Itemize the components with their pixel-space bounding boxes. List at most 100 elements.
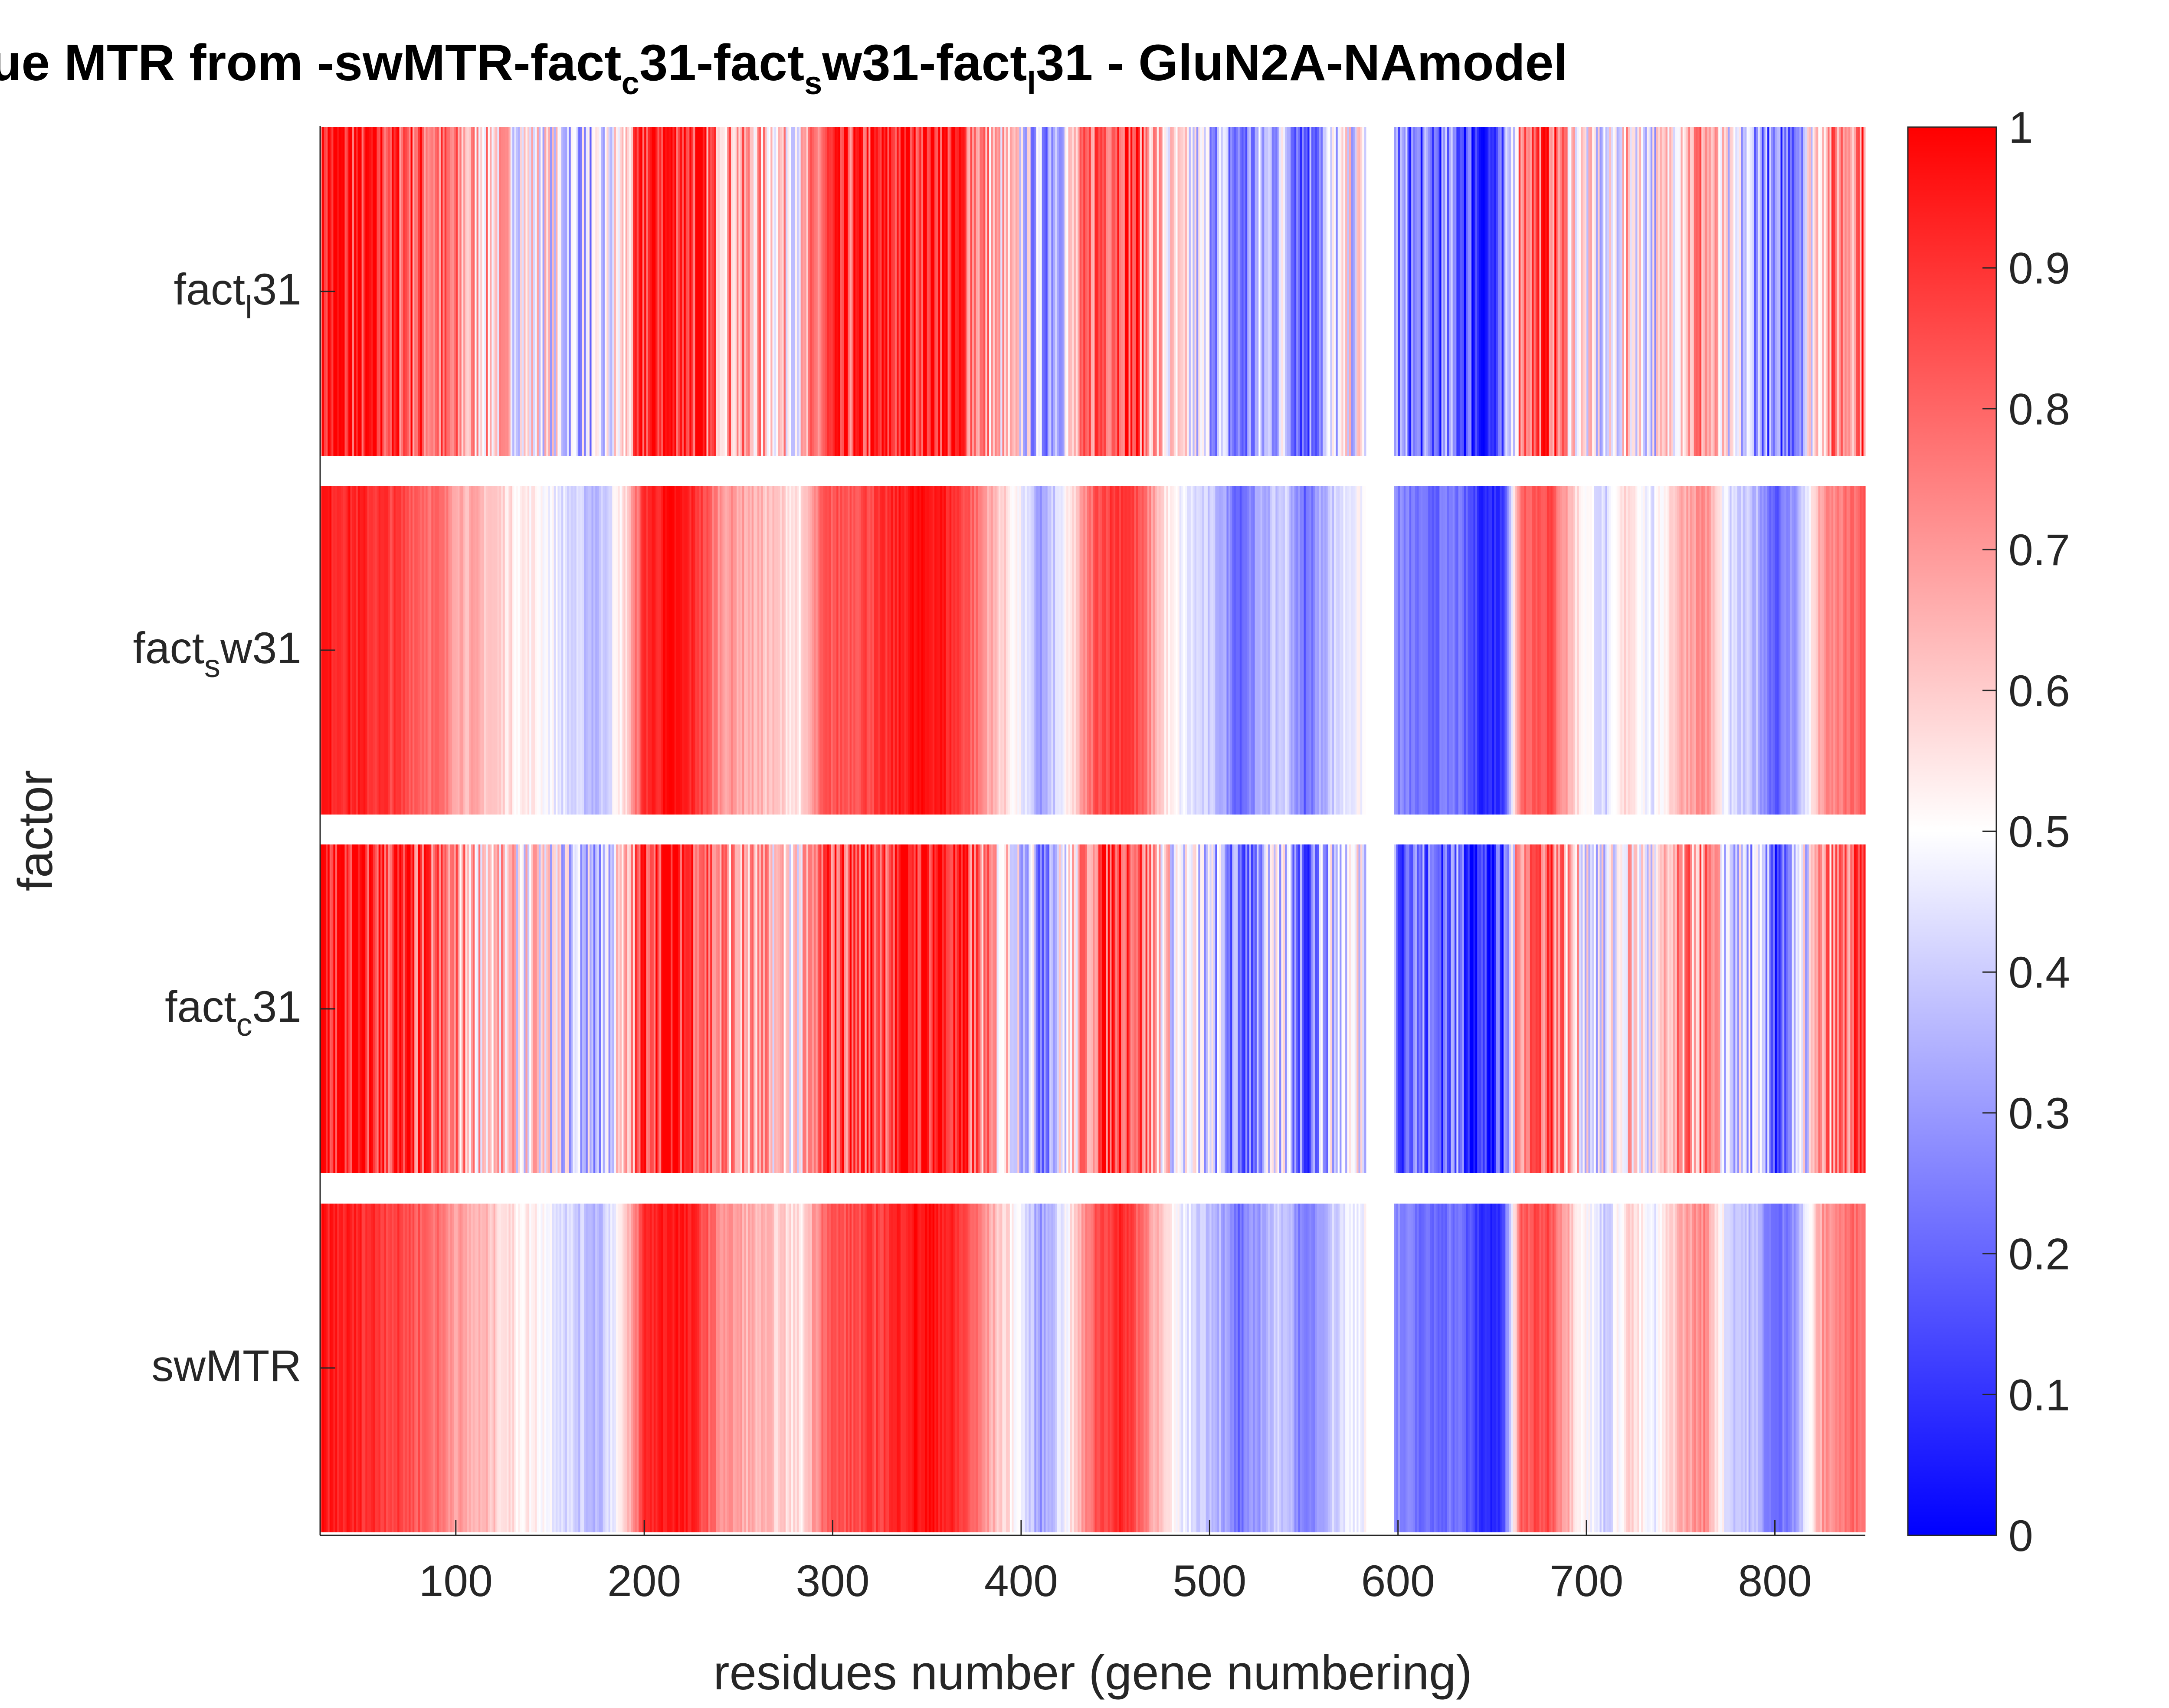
heatmap-cell xyxy=(403,1204,406,1532)
heatmap-cell xyxy=(1456,127,1459,456)
heatmap-cell xyxy=(848,1204,850,1532)
heatmap-cell xyxy=(1494,1204,1497,1532)
heatmap-cell xyxy=(635,127,637,456)
heatmap-cell xyxy=(885,1204,888,1532)
heatmap-cell xyxy=(386,486,388,815)
heatmap-cell xyxy=(538,844,541,1173)
heatmap-cell xyxy=(459,486,462,815)
heatmap-cell xyxy=(878,127,880,456)
heatmap-cell xyxy=(716,486,718,815)
heatmap-cell xyxy=(674,127,677,456)
heatmap-cell xyxy=(885,127,888,456)
heatmap-cell xyxy=(1134,1204,1137,1532)
heatmap-cell xyxy=(1017,844,1020,1173)
heatmap-cell xyxy=(1811,486,1813,815)
heatmap-cell xyxy=(795,486,797,815)
heatmap-cell xyxy=(648,127,650,456)
heatmap-cell xyxy=(708,486,711,815)
heatmap-cell xyxy=(1469,127,1472,456)
heatmap-cell xyxy=(1038,486,1040,815)
heatmap-cell xyxy=(1434,486,1436,815)
heatmap-cell xyxy=(1428,486,1431,815)
heatmap-cell xyxy=(776,844,779,1173)
heatmap-cell xyxy=(390,844,392,1173)
heatmap-cell xyxy=(431,1204,434,1532)
heatmap-cell xyxy=(521,127,524,456)
heatmap-cell xyxy=(1315,127,1317,456)
heatmap-cell xyxy=(1554,127,1557,456)
heatmap-cell xyxy=(857,1204,859,1532)
heatmap-cell xyxy=(817,844,820,1173)
heatmap-cell xyxy=(670,844,673,1173)
heatmap-cell xyxy=(759,127,762,456)
heatmap-cell xyxy=(535,1204,537,1532)
heatmap-cell xyxy=(740,486,743,815)
heatmap-cell xyxy=(900,127,903,456)
heatmap-cell xyxy=(590,1204,592,1532)
heatmap-cell xyxy=(1291,1204,1293,1532)
heatmap-cell xyxy=(812,844,814,1173)
heatmap-cell xyxy=(940,1204,943,1532)
heatmap-cell xyxy=(1006,486,1009,815)
heatmap-cell xyxy=(1533,1204,1536,1532)
heatmap-cell xyxy=(1140,127,1142,456)
heatmap-cell xyxy=(963,844,965,1173)
heatmap-cell xyxy=(520,127,522,456)
heatmap-cell xyxy=(1172,1204,1174,1532)
heatmap-cell xyxy=(525,486,528,815)
heatmap-cell xyxy=(433,844,436,1173)
y-tick-label: swMTR xyxy=(151,1341,301,1391)
heatmap-cell xyxy=(761,127,763,456)
heatmap-cell xyxy=(1447,486,1449,815)
heatmap-cell xyxy=(1400,1204,1402,1532)
heatmap-cell xyxy=(772,844,775,1173)
heatmap-cell xyxy=(499,486,501,815)
heatmap-cell xyxy=(386,844,388,1173)
heatmap-cell xyxy=(1633,1204,1636,1532)
heatmap-cell xyxy=(834,486,837,815)
heatmap-cell xyxy=(691,1204,694,1532)
heatmap-cell xyxy=(1349,127,1351,456)
heatmap-cell xyxy=(1057,844,1059,1173)
heatmap-cell xyxy=(350,127,353,456)
heatmap-cell xyxy=(1287,486,1289,815)
heatmap-cell xyxy=(1159,1204,1161,1532)
heatmap-cell xyxy=(1398,844,1400,1173)
heatmap-cell xyxy=(1253,127,1255,456)
heatmap-cell xyxy=(1624,127,1626,456)
heatmap-cell xyxy=(1266,486,1268,815)
y-tick-label: factsw31 xyxy=(133,623,301,684)
heatmap-cell xyxy=(1100,127,1103,456)
heatmap-cell xyxy=(1349,1204,1351,1532)
heatmap-cell xyxy=(1177,1204,1180,1532)
heatmap-cell xyxy=(1765,1204,1768,1532)
heatmap-cell xyxy=(1650,127,1653,456)
heatmap-cell xyxy=(1275,844,1278,1173)
heatmap-cell xyxy=(1762,844,1764,1173)
heatmap-cell xyxy=(1792,1204,1794,1532)
heatmap-cell xyxy=(1628,486,1630,815)
heatmap-cell xyxy=(1488,127,1491,456)
heatmap-cell xyxy=(1330,844,1333,1173)
heatmap-cell xyxy=(1484,127,1487,456)
heatmap-cell xyxy=(409,127,411,456)
heatmap-cell xyxy=(363,1204,366,1532)
heatmap-cell xyxy=(444,486,447,815)
heatmap-cell xyxy=(535,127,537,456)
heatmap-cell xyxy=(810,486,813,815)
heatmap-cell xyxy=(1562,127,1564,456)
heatmap-cell xyxy=(765,844,767,1173)
heatmap-cell xyxy=(1166,127,1169,456)
heatmap-cell xyxy=(619,486,622,815)
heatmap-cell xyxy=(1483,127,1485,456)
heatmap-cell xyxy=(1569,1204,1572,1532)
heatmap-cell xyxy=(489,486,492,815)
heatmap-cell xyxy=(1189,486,1191,815)
heatmap-cell xyxy=(1430,844,1432,1173)
heatmap-cell xyxy=(569,844,571,1173)
heatmap-cell xyxy=(1200,127,1202,456)
heatmap-cell xyxy=(1803,844,1805,1173)
heatmap-cell xyxy=(708,844,711,1173)
heatmap-cell xyxy=(1583,486,1585,815)
heatmap-cell xyxy=(1533,127,1536,456)
